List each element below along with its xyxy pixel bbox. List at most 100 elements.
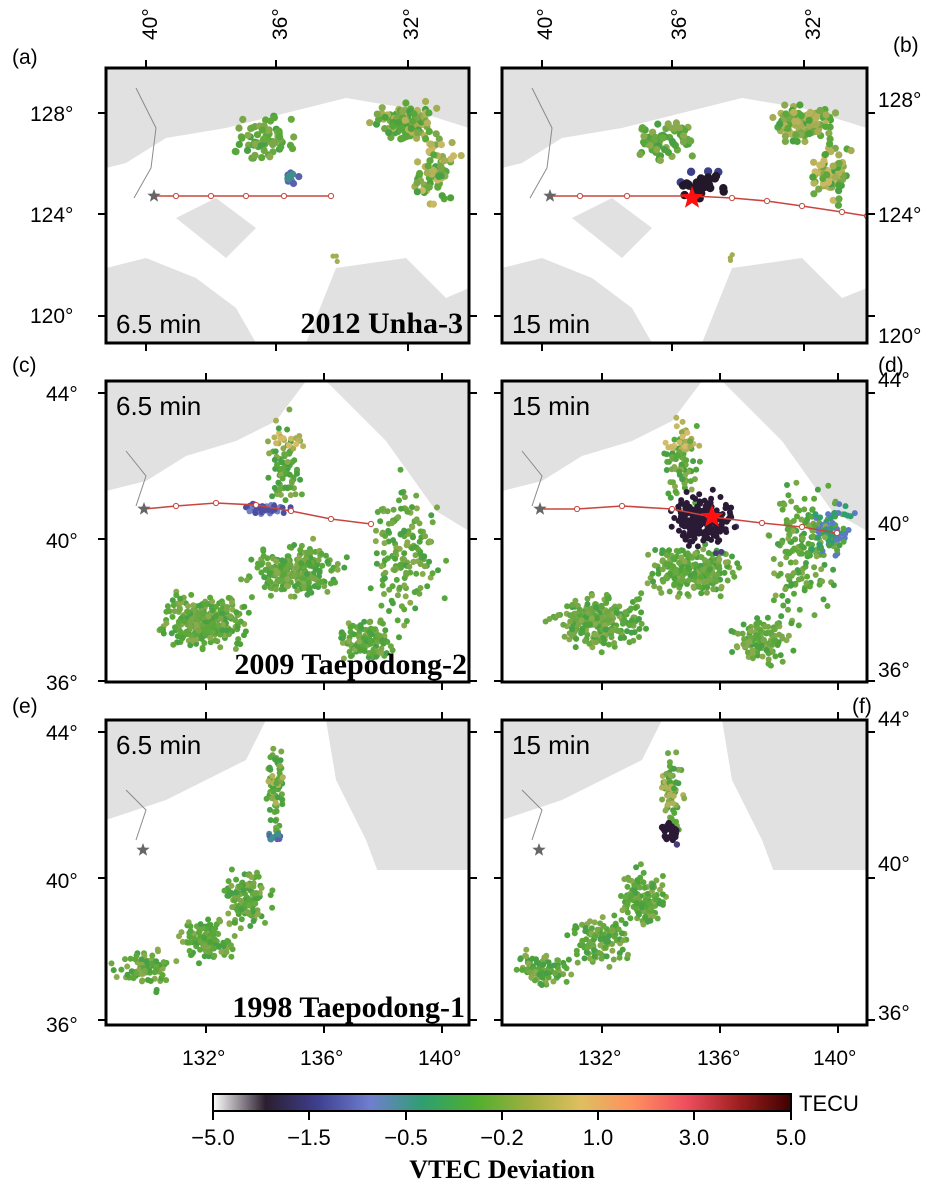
country-border xyxy=(529,87,553,199)
gps-ipp-dot xyxy=(290,573,297,580)
gps-ipp-dot xyxy=(719,518,726,524)
gps-ipp-dot xyxy=(753,620,760,627)
gps-ipp-dot xyxy=(423,169,431,177)
gps-ipp-dot xyxy=(639,904,646,911)
gps-ipp-dot xyxy=(419,571,426,577)
gps-ipp-dot xyxy=(385,527,392,534)
gps-ipp-dot xyxy=(401,582,408,589)
gps-ipp-dot xyxy=(407,124,415,132)
gps-ipp-dot xyxy=(384,555,391,562)
gps-ipp-dot xyxy=(638,124,647,132)
gps-ipp-dot xyxy=(790,108,798,116)
gps-ipp-dot xyxy=(401,527,408,534)
gps-ipp-dot xyxy=(629,617,635,624)
gps-ipp-dot xyxy=(287,115,295,123)
gps-ipp-dot xyxy=(378,602,385,609)
gps-ipp-dot xyxy=(690,583,697,590)
gps-ipp-dot xyxy=(229,599,235,606)
gps-ipp-dot xyxy=(279,801,286,808)
gps-ipp-dot xyxy=(447,194,455,202)
gps-ipp-dot xyxy=(801,137,809,146)
gps-ipp-dot xyxy=(659,566,666,573)
gps-ipp-dot xyxy=(791,117,799,125)
gps-ipp-dot xyxy=(806,121,814,130)
gps-ipp-dot xyxy=(816,161,824,169)
gps-ipp-dot xyxy=(824,603,831,609)
gps-ipp-dot xyxy=(829,520,836,527)
gps-ipp-dot xyxy=(383,650,390,657)
gps-ipp-dot xyxy=(225,910,232,917)
gps-ipp-dot xyxy=(373,550,380,557)
gps-ipp-dot xyxy=(842,530,849,537)
gps-ipp-dot xyxy=(395,514,402,521)
gps-ipp-dot xyxy=(587,918,593,925)
gps-ipp-dot xyxy=(631,882,638,889)
gps-ipp-dot xyxy=(658,589,665,596)
gps-ipp-dot xyxy=(652,896,659,903)
gps-ipp-dot xyxy=(276,486,283,493)
gps-ipp-dot xyxy=(146,967,153,974)
gps-ipp-dot xyxy=(262,116,270,124)
gps-ipp-dot xyxy=(228,882,235,889)
country-border xyxy=(133,87,157,199)
gps-ipp-dot xyxy=(258,561,265,568)
gps-ipp-dot xyxy=(820,156,828,165)
gps-ipp-dot xyxy=(267,892,274,898)
gps-ipp-dot xyxy=(242,628,249,635)
launch-star-icon xyxy=(532,843,546,856)
gps-ipp-dot xyxy=(404,508,411,515)
gps-ipp-dot xyxy=(621,634,628,641)
gps-ipp-dot xyxy=(266,806,273,813)
elapsed-time-label: 6.5 min xyxy=(116,309,201,339)
gps-ipp-dot xyxy=(644,580,651,587)
gps-ipp-dot xyxy=(628,605,634,612)
panel-frame xyxy=(104,718,471,1027)
trajectory-marker xyxy=(618,502,626,510)
gps-ipp-dot xyxy=(385,129,393,137)
gps-ipp-dot xyxy=(275,576,282,583)
gps-ipp-dot xyxy=(261,584,268,591)
gps-ipp-dot xyxy=(238,134,246,142)
gps-ipp-dot xyxy=(821,150,830,159)
gps-ipp-dot xyxy=(212,925,219,932)
gps-ipp-dot xyxy=(237,925,244,932)
gps-ipp-dot xyxy=(298,560,305,567)
gps-ipp-dot xyxy=(660,578,667,585)
gps-ipp-dot xyxy=(315,580,322,587)
gps-ipp-dot xyxy=(675,548,682,555)
bottom-lon-tick: 132° xyxy=(182,1047,225,1070)
gps-ipp-dot xyxy=(334,561,341,567)
gps-ipp-dot xyxy=(796,606,803,613)
gps-ipp-dot xyxy=(779,658,786,665)
gps-ipp-dot xyxy=(297,547,304,553)
gps-ipp-dot xyxy=(801,587,808,594)
gps-ipp-dot xyxy=(700,182,710,192)
gps-ipp-dot xyxy=(645,551,652,558)
gps-ipp-dot xyxy=(232,646,239,652)
gps-ipp-dot xyxy=(179,938,186,945)
gps-ipp-dot xyxy=(381,575,388,582)
gps-ipp-dot xyxy=(401,494,408,501)
gps-ipp-dot xyxy=(199,644,206,651)
gps-ipp-dot xyxy=(792,559,799,566)
gps-ipp-dot xyxy=(379,620,386,627)
gps-ipp-dot xyxy=(425,109,433,117)
gps-ipp-dot xyxy=(110,967,117,974)
gps-ipp-dot xyxy=(552,970,559,977)
gps-ipp-dot xyxy=(394,592,401,599)
gps-ipp-dot xyxy=(821,561,828,568)
gps-ipp-dot xyxy=(785,550,792,557)
gps-ipp-dot xyxy=(669,445,676,451)
gps-ipp-dot xyxy=(840,525,847,532)
gps-ipp-dot xyxy=(627,915,634,922)
gps-ipp-dot xyxy=(197,921,204,928)
bottom-lon-tick: 136° xyxy=(697,1047,740,1070)
gps-ipp-dot xyxy=(682,179,691,188)
gps-ipp-dot xyxy=(252,900,259,907)
gps-ipp-dot xyxy=(795,576,802,583)
gps-ipp-dot xyxy=(620,937,627,944)
gps-ipp-dot xyxy=(221,887,228,894)
gps-ipp-dot xyxy=(798,550,805,557)
gps-ipp-dot xyxy=(647,917,654,924)
gps-ipp-dot xyxy=(426,538,433,545)
